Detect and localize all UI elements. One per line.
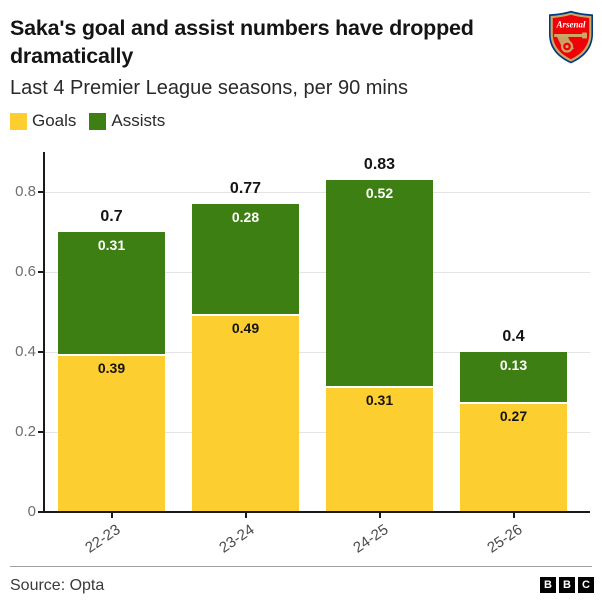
bar-segment-label: 0.27 [499, 408, 528, 424]
x-tick-label: 25-26 [483, 521, 526, 557]
legend-label-goals: Goals [32, 111, 77, 130]
x-tick [378, 513, 381, 518]
y-tick [38, 511, 44, 513]
bar-total-label: 0.83 [363, 156, 396, 173]
bar-total-label: 0.7 [100, 208, 123, 225]
y-tick [38, 351, 44, 353]
bbc-logo-block: B [540, 577, 556, 593]
legend-label-assists: Assists [111, 111, 166, 130]
y-tick [38, 431, 44, 433]
arsenal-badge: Arsenal [549, 10, 593, 64]
bar-segment-assists [58, 232, 165, 354]
bar-segment-label: 0.28 [231, 209, 260, 225]
cannon-icon [554, 32, 587, 53]
bar-segment-label: 0.49 [231, 320, 260, 336]
grid-line [45, 431, 590, 433]
y-tick [38, 271, 44, 273]
bar-segment-label: 0.31 [97, 237, 126, 253]
bar-total-label: 0.77 [229, 180, 262, 197]
source-text: Source: Opta [10, 577, 105, 594]
y-tick-label: 0.4 [15, 343, 36, 360]
y-tick-label: 0.6 [15, 263, 36, 280]
bar-segment-assists [192, 204, 299, 314]
bbc-logo-block: C [578, 577, 594, 593]
bar-total-label: 0.4 [502, 328, 525, 345]
grid-line [45, 191, 590, 193]
x-tick-label: 24-25 [349, 521, 392, 557]
bar-segment-goals [58, 356, 165, 512]
legend-swatch-goals [10, 112, 27, 130]
legend-swatch-assists [89, 112, 107, 130]
bbc-logo: B B C [540, 577, 594, 593]
y-tick-label: 0.8 [15, 183, 36, 200]
grid-line [45, 351, 590, 353]
bar-segment-label: 0.39 [97, 360, 126, 376]
y-axis-line [43, 152, 45, 513]
y-tick-label: 0 [27, 503, 36, 520]
x-axis-line [43, 511, 590, 513]
x-tick [244, 513, 247, 518]
y-tick-label: 0.2 [15, 423, 36, 440]
chart-subtitle: Last 4 Premier League seasons, per 90 mi… [10, 77, 408, 99]
bar-segment-assists [326, 180, 433, 386]
page-title: Saka's goal and assist numbers have drop… [10, 16, 474, 69]
footer-divider [10, 566, 592, 567]
bar-segment-goals [192, 316, 299, 512]
bar-segment-goals [326, 388, 433, 512]
bar-segment-label: 0.31 [365, 392, 394, 408]
bbc-logo-block: B [559, 577, 575, 593]
bar-segment-label: 0.52 [365, 185, 394, 201]
grid-line [45, 271, 590, 273]
y-tick [38, 191, 44, 193]
x-tick-label: 23-24 [215, 521, 258, 557]
bar-segment-label: 0.13 [499, 357, 528, 373]
bar-segment-goals [460, 404, 567, 512]
legend: Goals Assists [10, 111, 165, 131]
bar-segment-assists [460, 352, 567, 402]
badge-text: Arsenal [555, 20, 586, 30]
x-tick [512, 513, 515, 518]
x-tick-label: 22-23 [81, 521, 124, 557]
x-tick [110, 513, 113, 518]
